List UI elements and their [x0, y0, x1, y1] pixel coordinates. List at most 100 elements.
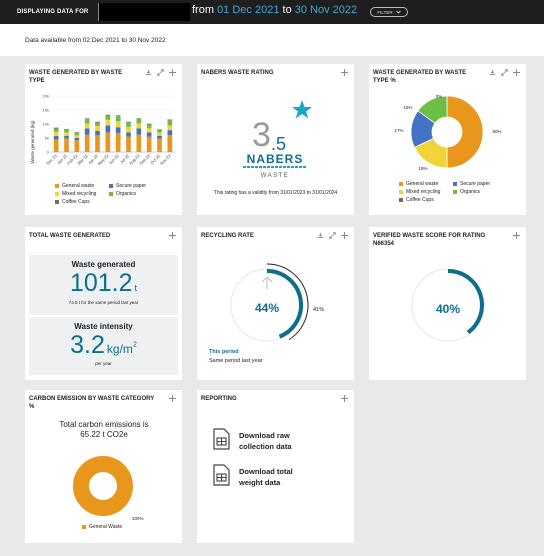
to-date[interactable]: 30 Nov 2022	[294, 4, 358, 16]
recycling-last-value: 41%	[313, 307, 325, 313]
bar-segment[interactable]	[157, 138, 162, 152]
bar-segment[interactable]	[126, 122, 131, 127]
site-selector-redacted[interactable]	[98, 3, 190, 21]
bar-segment[interactable]	[157, 129, 162, 130]
bar-segment[interactable]	[53, 127, 59, 129]
bar-segment[interactable]	[64, 132, 69, 136]
bar-segment[interactable]	[115, 116, 121, 122]
bar-segment[interactable]	[167, 130, 173, 136]
expand-icon[interactable]	[329, 232, 336, 239]
tile-title: Waste generated	[71, 260, 136, 269]
intensity-note: per year	[95, 361, 112, 366]
download-icon[interactable]	[489, 69, 496, 76]
download-icon[interactable]	[317, 232, 324, 239]
drag-move-icon[interactable]	[169, 69, 176, 76]
pie-slice[interactable]	[446, 95, 484, 169]
expand-icon[interactable]	[157, 69, 164, 76]
slice-label: 17%	[394, 128, 403, 133]
bar-segment[interactable]	[84, 134, 90, 152]
bar-segment[interactable]	[146, 136, 152, 152]
from-date[interactable]: 01 Dec 2021	[217, 4, 280, 16]
y-axis-label: Waste generated (kg)	[30, 120, 35, 164]
bar-segment[interactable]	[136, 119, 142, 124]
bar-segment[interactable]	[74, 132, 80, 133]
bar-segment[interactable]	[74, 135, 80, 138]
bar-segment[interactable]	[105, 125, 111, 133]
recycling-this-value: 44%	[254, 301, 280, 315]
date-range[interactable]: from 01 Dec 2021 to 30 Nov 2022	[192, 4, 357, 16]
drag-move-icon[interactable]	[169, 232, 176, 239]
bar-segment[interactable]	[105, 114, 111, 116]
filter-button[interactable]: FILTER	[370, 7, 408, 17]
bar-segment[interactable]	[105, 119, 111, 126]
pie-slice[interactable]	[73, 456, 133, 516]
bar-segment[interactable]	[126, 136, 131, 152]
bar-segment[interactable]	[74, 132, 80, 136]
card-title: CARBON EMISSION BY WASTE CATEGORY %	[29, 396, 155, 411]
bar-segment[interactable]	[167, 125, 173, 131]
bar-segment[interactable]	[126, 121, 131, 123]
bar-segment[interactable]	[157, 132, 162, 136]
bar-segment[interactable]	[84, 119, 90, 124]
download-raw-data-button[interactable]: Download raw collection data	[211, 428, 292, 455]
bar-segment[interactable]	[84, 118, 90, 120]
bar-segment[interactable]	[126, 132, 131, 137]
bar-segment[interactable]	[74, 138, 80, 141]
bar-segment[interactable]	[105, 115, 111, 120]
bar-segment[interactable]	[84, 123, 90, 129]
bar-segment[interactable]	[167, 120, 173, 126]
bar-segment[interactable]	[64, 135, 69, 139]
drag-move-icon[interactable]	[169, 395, 176, 402]
drag-move-icon[interactable]	[513, 232, 520, 239]
bar-segment[interactable]	[105, 132, 111, 152]
bar-segment[interactable]	[115, 127, 121, 133]
pie-slice[interactable]	[417, 95, 448, 124]
bar-segment[interactable]	[146, 123, 152, 125]
bar-segment[interactable]	[115, 115, 121, 117]
bar-segment[interactable]	[95, 121, 100, 123]
bar-segment[interactable]	[53, 131, 59, 137]
bar-segment[interactable]	[157, 135, 162, 139]
bar-segment[interactable]	[146, 124, 152, 128]
card-actions	[513, 232, 520, 239]
download-icon[interactable]	[145, 69, 152, 76]
card-title: WASTE GENERATED BY WASTE TYPE %	[373, 70, 467, 85]
bar-segment[interactable]	[115, 132, 121, 152]
last-period-label: Same period last year	[209, 358, 263, 364]
y-tick-label: 10k	[43, 122, 49, 127]
bar-segment[interactable]	[157, 129, 162, 133]
bar-segment[interactable]	[136, 123, 142, 129]
bar-segment[interactable]	[136, 118, 142, 120]
expand-icon[interactable]	[501, 69, 508, 76]
bar-segment[interactable]	[64, 129, 69, 133]
drag-move-icon[interactable]	[341, 395, 348, 402]
to-word: to	[282, 4, 292, 16]
bar-segment[interactable]	[146, 127, 152, 133]
bar-segment[interactable]	[53, 139, 59, 152]
bar-segment[interactable]	[74, 140, 80, 152]
bar-segment[interactable]	[95, 122, 100, 126]
drag-move-icon[interactable]	[513, 69, 520, 76]
bar-segment[interactable]	[95, 135, 100, 152]
bar-segment[interactable]	[126, 126, 131, 133]
y-tick-label: 5k	[45, 136, 49, 141]
bar-segment[interactable]	[95, 125, 100, 131]
bar-segment[interactable]	[167, 119, 173, 121]
bar-segment[interactable]	[146, 132, 152, 137]
download-weight-data-button[interactable]: Download total weight data	[211, 464, 293, 491]
bar-segment[interactable]	[53, 128, 59, 132]
drag-move-icon[interactable]	[341, 69, 348, 76]
bar-segment[interactable]	[84, 128, 90, 135]
bar-segment[interactable]	[167, 135, 173, 152]
waste-generated-tile: Waste generated 101.2 t 74.5 t for the sa…	[29, 255, 178, 315]
verified-value: 40%	[435, 302, 461, 316]
bar-segment[interactable]	[136, 134, 142, 152]
drag-move-icon[interactable]	[341, 232, 348, 239]
legend-item: General waste	[399, 181, 453, 187]
bar-segment[interactable]	[53, 136, 59, 140]
bar-segment[interactable]	[95, 131, 100, 136]
bar-segment[interactable]	[64, 129, 69, 130]
bar-segment[interactable]	[64, 138, 69, 152]
bar-segment[interactable]	[115, 121, 121, 128]
bar-segment[interactable]	[136, 128, 142, 135]
